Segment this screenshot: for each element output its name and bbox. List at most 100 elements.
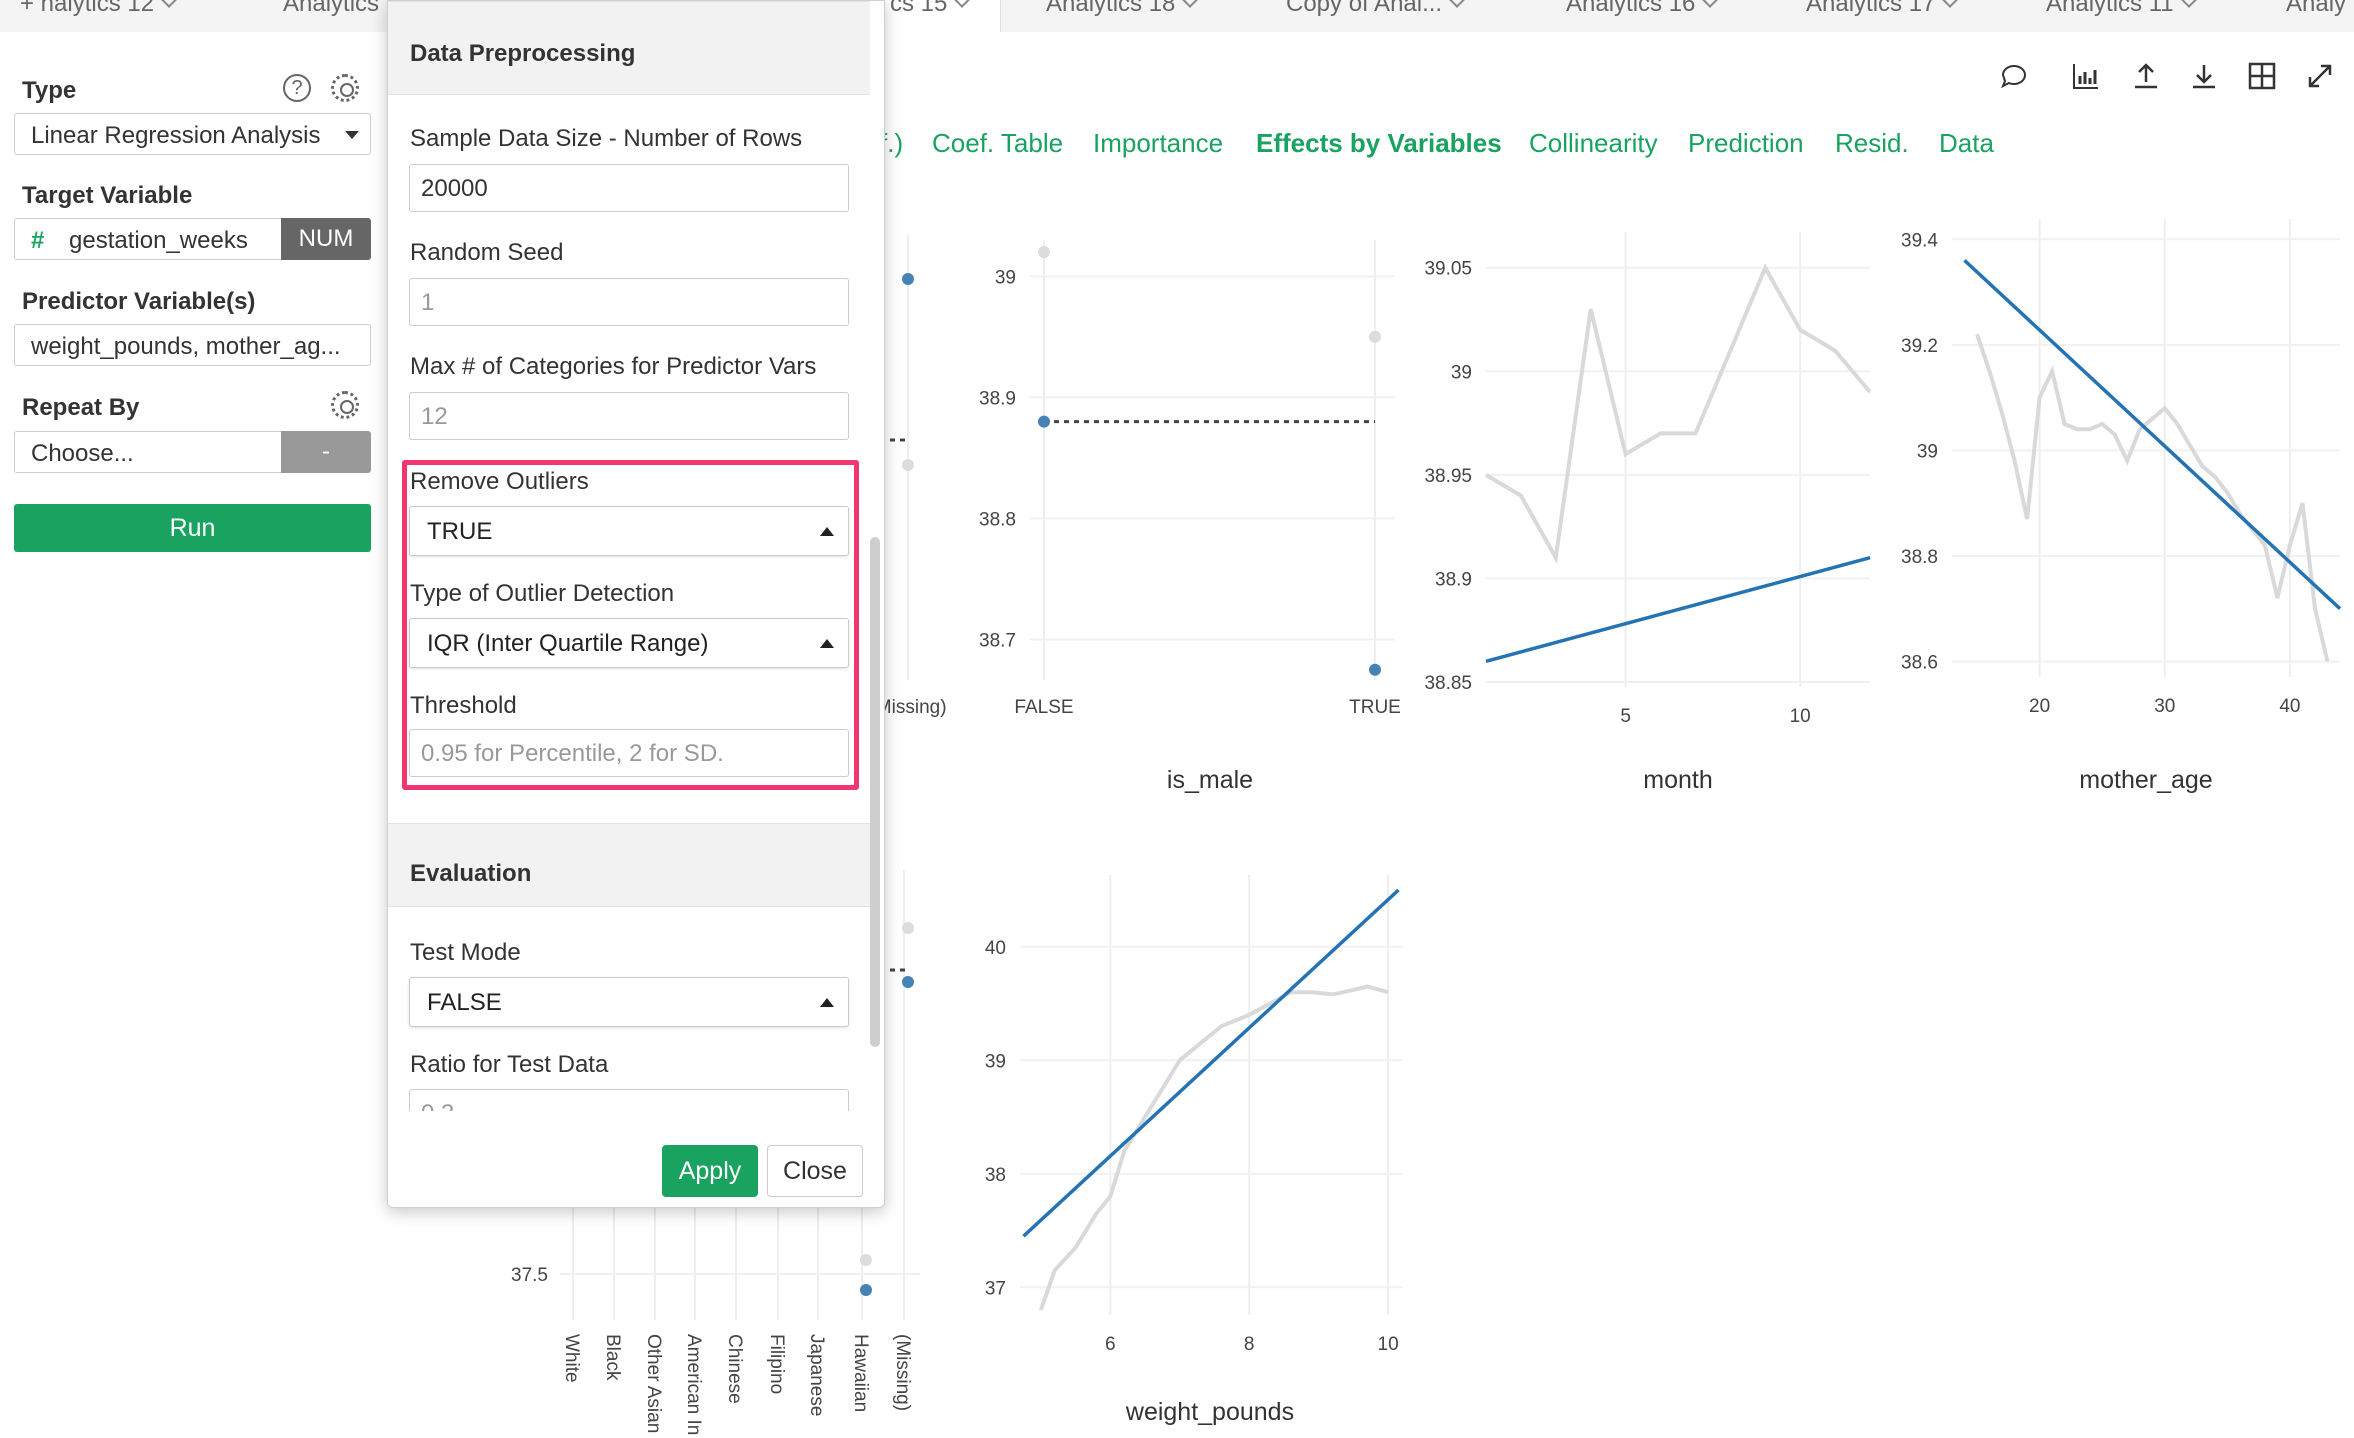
x-tick-label: 10 [1790,706,1811,727]
subtab-prediction[interactable]: Prediction [1688,128,1804,158]
chart-icon[interactable] [2070,60,2102,92]
outlier-settings-highlight [402,460,859,790]
tab-analytics-11[interactable]: Analytics 11 [2040,0,2220,32]
tab-label: Analytics [283,0,380,17]
repeat-by-select[interactable]: Choose... [14,431,282,473]
caret-down-icon [345,131,359,139]
y-tick-label: 38.8 [1901,547,1938,568]
tab-label: cs 15 [890,0,948,17]
threshold-input[interactable]: 0.95 for Percentile, 2 for SD. [409,729,849,777]
x-tick-label: Japanese [806,1334,827,1416]
tab-analytics-18[interactable]: Analytics 18 [1040,0,1220,32]
predictor-variables-label: Predictor Variable(s) [22,288,256,315]
y-tick-label: 38.8 [979,509,1016,530]
help-icon[interactable]: ? [283,74,311,102]
x-tick-label: 20 [2029,696,2050,717]
x-tick-label: (Missing) [869,697,946,718]
left-sidebar: Type ? Linear Regression Analysis Target… [0,32,386,1438]
sample-size-input[interactable]: 20000 [409,164,849,212]
data-preprocessing-header: Data Preprocessing [388,1,870,95]
y-tick-label: 39 [1917,441,1938,462]
regression-line [1022,888,1400,1238]
x-tick-label: Black [602,1334,623,1381]
tab-analytics-more[interactable]: Analy [2280,0,2354,32]
x-tick-label: White [561,1334,582,1383]
test-mode-label: Test Mode [410,939,521,966]
tab-analytics-12[interactable]: + nalytics 12 [14,0,214,32]
target-variable-label: Target Variable [22,182,193,209]
modal-scrollbar[interactable] [870,537,880,1047]
tab-copy-of-analytics[interactable]: Copy of Anal... [1280,0,1500,32]
numeric-hash-icon: # [31,227,45,254]
max-categories-label: Max # of Categories for Predictor Vars [410,353,817,380]
max-categories-input[interactable]: 12 [409,392,849,440]
y-tick-label: 38.95 [1424,466,1472,487]
repeat-by-label: Repeat By [22,394,140,421]
x-tick-label: 30 [2154,696,2175,717]
remove-outliers-value: TRUE [427,518,493,545]
y-tick-label: 39 [985,1051,1006,1072]
target-variable-field[interactable]: # gestation_weeks [14,218,282,260]
y-tick-label: 38.9 [1435,569,1472,590]
x-tick-label: 40 [2279,696,2300,717]
predictor-variables-field[interactable]: weight_pounds, mother_ag... [14,324,371,366]
regression-line [1485,556,1871,663]
comment-icon[interactable] [1998,60,2030,92]
subtab-coef[interactable]: f.) [880,128,904,158]
x-tick-label: Other Asian [643,1334,664,1433]
tab-analytics-15[interactable]: cs 15 [884,0,1000,32]
analysis-type-value: Linear Regression Analysis [31,122,321,149]
caret-up-icon [820,527,834,536]
test-mode-value: FALSE [427,989,502,1016]
download-icon[interactable] [2188,60,2220,92]
tab-label: + nalytics 12 [20,0,155,17]
run-button[interactable]: Run [14,504,371,552]
y-tick-label: 38.85 [1424,673,1472,694]
x-tick-label: Chinese [724,1334,745,1404]
tab-analytics-16[interactable]: Analytics 16 [1560,0,1740,32]
x-tick-label: TRUE [1349,697,1401,718]
remove-outliers-select[interactable]: TRUE [409,506,849,556]
subtab-resid[interactable]: Resid. [1835,128,1909,158]
subtab-data[interactable]: Data [1939,128,1994,158]
target-variable-value: gestation_weeks [69,227,248,254]
settings-modal: Data Preprocessing Sample Data Size - Nu… [387,0,885,1208]
actual-point [902,459,914,471]
x-tick-label: American In [683,1334,704,1435]
x-tick-label: 8 [1244,1334,1255,1355]
random-seed-input[interactable]: 1 [409,278,849,326]
remove-outliers-label: Remove Outliers [410,468,589,495]
subtab-collinearity[interactable]: Collinearity [1529,128,1658,158]
subtab-coef-table[interactable]: Coef. Table [932,128,1064,158]
tab-label: Analy [2286,0,2347,17]
grid-icon[interactable] [2246,60,2278,92]
threshold-label: Threshold [410,692,517,719]
caret-up-icon [820,998,834,1007]
tab-label: Copy of Anal... [1286,0,1443,17]
tab-analytics[interactable]: Analytics [277,0,387,32]
apply-button[interactable]: Apply [662,1145,758,1197]
y-tick-label: 38.6 [1901,652,1938,673]
analysis-type-select[interactable]: Linear Regression Analysis [14,113,371,155]
gear-icon[interactable] [331,391,359,419]
close-button[interactable]: Close [767,1145,863,1197]
ratio-test-data-label: Ratio for Test Data [410,1051,609,1078]
actual-point [902,922,914,934]
regression-line [1963,259,2342,610]
y-tick-label: 39.4 [1901,230,1938,251]
test-mode-select[interactable]: FALSE [409,977,849,1027]
y-tick-label: 38 [985,1165,1006,1186]
repeat-by-value: Choose... [31,440,134,467]
chart-title: mother_age [2079,766,2212,794]
evaluation-header: Evaluation [388,823,870,907]
subtab-effects-by-variables[interactable]: Effects by Variables [1256,128,1502,158]
outlier-type-select[interactable]: IQR (Inter Quartile Range) [409,618,849,668]
upload-icon[interactable] [2130,60,2162,92]
subtab-importance[interactable]: Importance [1093,128,1224,158]
tab-label: Analytics 17 [1806,0,1936,17]
tab-analytics-17[interactable]: Analytics 17 [1800,0,1980,32]
repeat-by-clear-button[interactable]: - [281,431,371,473]
expand-icon[interactable] [2304,60,2336,92]
gear-icon[interactable] [331,74,359,102]
